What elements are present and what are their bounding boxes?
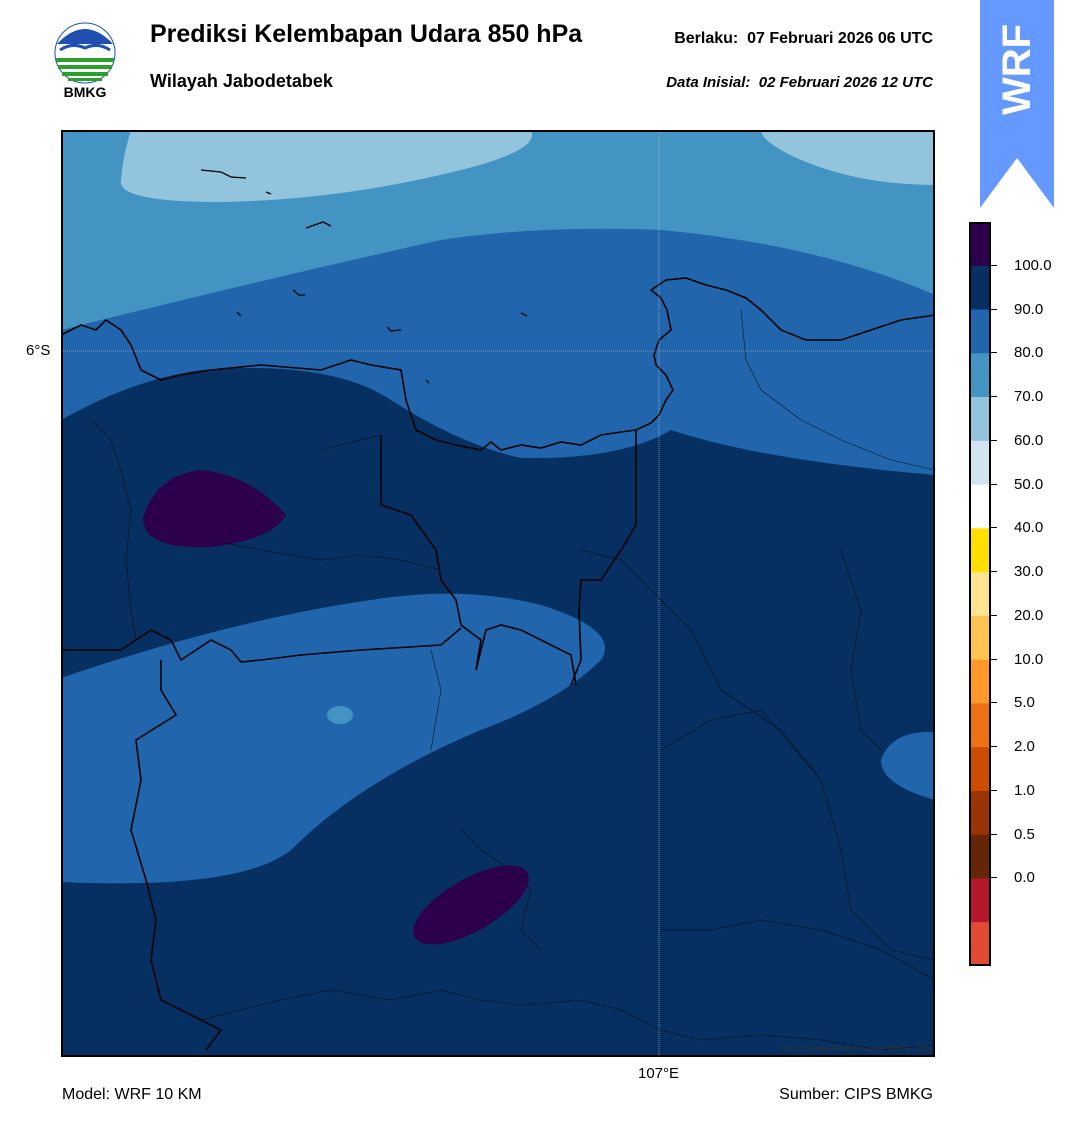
- colorbar-segment: [969, 703, 991, 748]
- model-label: Model: WRF 10 KM: [62, 1086, 202, 1103]
- colorbar-segment: [969, 790, 991, 836]
- colorbar-segment: [969, 265, 991, 311]
- init-value: 02 Februari 2026 12 UTC: [758, 74, 933, 91]
- lon-label: 107°E: [638, 1065, 680, 1082]
- colorbar-label: 2.0: [1014, 738, 1035, 756]
- page-title: Prediksi Kelembapan Udara 850 hPa: [150, 20, 583, 48]
- colorbar-segment: [969, 397, 991, 442]
- colorbar-segment: [969, 353, 991, 398]
- colorbar-segment: [969, 615, 991, 661]
- colorbar-tick: [991, 439, 997, 441]
- colorbar-segment: [969, 747, 991, 792]
- colorbar-label: 1.0: [1014, 781, 1035, 799]
- copyright-text: ©Sub Bidang Prediksi Cuaca BMKG, 2020: [781, 1044, 933, 1053]
- colorbar-segment: [969, 484, 991, 529]
- colorbar-tick: [991, 308, 997, 310]
- colorbar-segment: [969, 572, 991, 617]
- band-80-90: [881, 731, 935, 800]
- colorbar-tick: [991, 702, 997, 704]
- band-70-80: [327, 706, 353, 724]
- colorbar-label: 5.0: [1014, 694, 1035, 712]
- colorbar-segment: [969, 834, 991, 879]
- valid-time: Berlaku: 07 Februari 2026 06 UTC: [674, 30, 933, 48]
- colorbar-label: 40.0: [1014, 519, 1044, 537]
- init-label: Data Inisial:: [666, 74, 751, 91]
- colorbar-label: 20.0: [1014, 606, 1044, 624]
- page-subtitle: Wilayah Jabodetabek: [150, 71, 333, 91]
- colorbar-segment: [969, 659, 991, 704]
- colorbar-tick: [991, 658, 997, 660]
- colorbar: [969, 222, 991, 966]
- colorbar-label: 50.0: [1014, 475, 1044, 493]
- colorbar-label: 30.0: [1014, 563, 1044, 581]
- wrf-badge-icon: [980, 0, 1054, 208]
- colorbar-label: 60.0: [1014, 431, 1044, 449]
- band-60-70: [120, 130, 533, 202]
- wrf-label: WRF: [995, 24, 1039, 115]
- colorbar-label: 10.0: [1014, 650, 1044, 668]
- colorbar-tick: [991, 527, 997, 529]
- band-100: [143, 470, 286, 548]
- valid-label: Berlaku:: [674, 30, 739, 47]
- wrf-badge-text: WRF: [980, 0, 1054, 150]
- band-100: [413, 865, 529, 945]
- colorbar-tick: [991, 833, 997, 835]
- colorbar-label: 90.0: [1014, 300, 1044, 318]
- humidity-map: [61, 130, 935, 1057]
- colorbar-tick: [991, 746, 997, 748]
- source-label: Sumber: CIPS BMKG: [779, 1086, 933, 1103]
- colorbar-tick: [991, 877, 997, 879]
- valid-value: 07 Februari 2026 06 UTC: [747, 30, 933, 47]
- colorbar-tick: [991, 571, 997, 573]
- colorbar-tick: [991, 264, 997, 266]
- bmkg-logo-icon: [54, 22, 116, 84]
- init-time: Data Inisial: 02 Februari 2026 12 UTC: [666, 74, 933, 91]
- colorbar-label: 70.0: [1014, 388, 1044, 406]
- colorbar-segment: [969, 528, 991, 573]
- colorbar-label: 100.0: [1014, 256, 1052, 274]
- band-80-90: [61, 593, 605, 884]
- colorbar-label: 80.0: [1014, 344, 1044, 362]
- colorbar-tick: [991, 396, 997, 398]
- logo-text: BMKG: [63, 84, 107, 100]
- colorbar-segment: [969, 878, 991, 923]
- band-60-70: [761, 130, 935, 185]
- colorbar-label: 0.5: [1014, 825, 1035, 843]
- colorbar-label: 0.0: [1014, 869, 1035, 887]
- colorbar-tick: [991, 614, 997, 616]
- colorbar-segment: [969, 922, 991, 966]
- colorbar-segment: [969, 222, 991, 267]
- colorbar-tick: [991, 352, 997, 354]
- lat-label: 6°S: [26, 342, 51, 359]
- colorbar-tick: [991, 483, 997, 485]
- colorbar-tick: [991, 789, 997, 791]
- colorbar-segment: [969, 309, 991, 354]
- colorbar-segment: [969, 440, 991, 486]
